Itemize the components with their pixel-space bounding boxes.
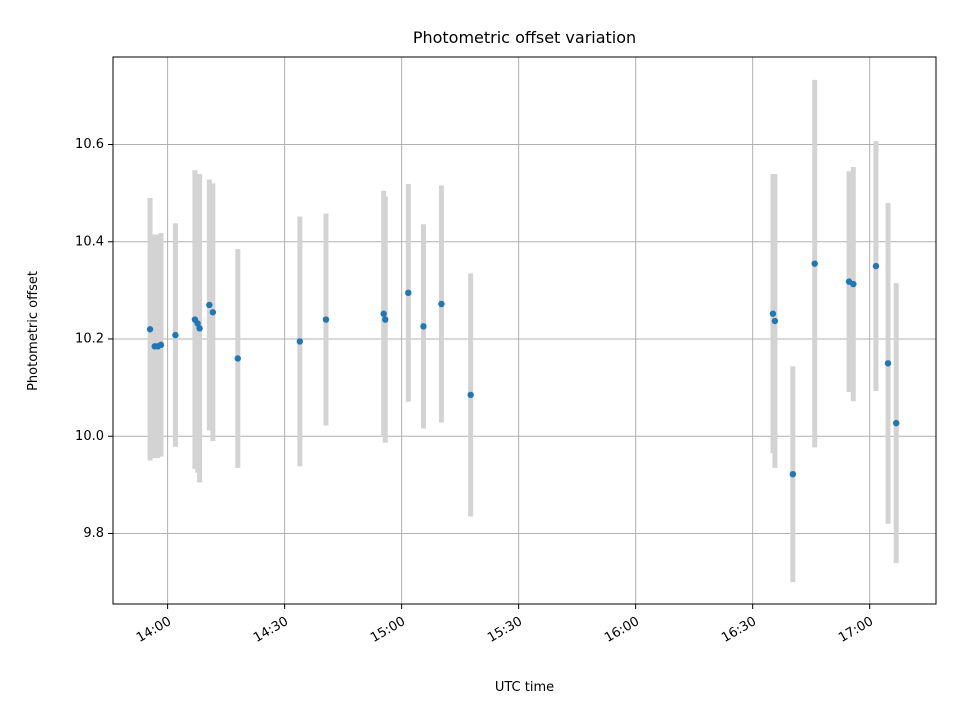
y-tick-label: 9.8 <box>83 526 104 541</box>
data-point <box>884 360 892 367</box>
data-point <box>194 320 201 327</box>
data-point <box>438 300 445 308</box>
data-point <box>872 262 880 270</box>
data-point <box>206 301 213 309</box>
data-point <box>196 325 203 332</box>
y-axis-ticks: 9.8 10.0 10.2 10.4 10.6 <box>75 137 113 541</box>
data-point <box>209 309 217 316</box>
data-point <box>234 355 242 362</box>
y-tick-label: 10.4 <box>75 234 104 249</box>
y-tick-label: 10.6 <box>75 137 104 152</box>
grid-lines <box>113 57 936 604</box>
data-point <box>157 341 165 349</box>
data-point <box>850 280 857 288</box>
data-point <box>789 470 797 478</box>
plot-frame <box>112 56 937 605</box>
x-axis-label: UTC time <box>495 680 554 695</box>
data-point <box>893 419 900 427</box>
data-point <box>322 316 330 323</box>
data-point <box>769 310 777 317</box>
data-point <box>146 326 154 333</box>
y-axis-label: Photometric offset <box>26 271 41 391</box>
data-point <box>296 338 304 345</box>
data-point <box>771 317 779 325</box>
y-tick-label: 10.2 <box>75 332 104 347</box>
data-point <box>467 391 474 399</box>
data-points <box>146 260 900 478</box>
data-point <box>420 323 427 330</box>
data-point <box>172 331 179 339</box>
chart-title: Photometric offset variation <box>413 28 636 47</box>
data-point <box>382 316 389 323</box>
data-point <box>380 310 387 317</box>
data-point <box>811 260 818 267</box>
data-point <box>405 289 412 297</box>
y-tick-label: 10.0 <box>75 429 104 444</box>
